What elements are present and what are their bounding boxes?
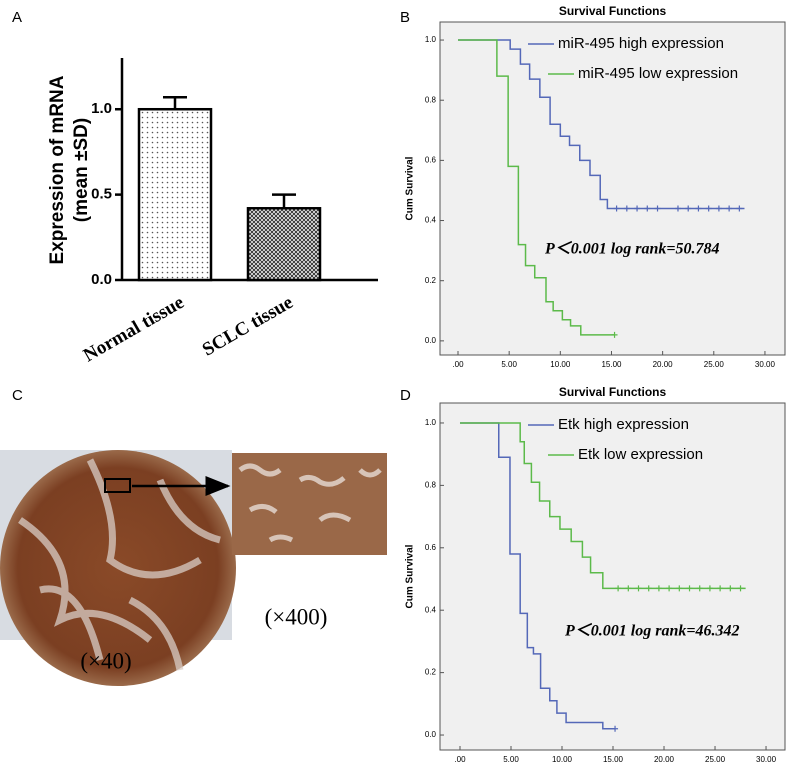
annotation: P＜0.001 log rank=46.342 xyxy=(564,623,739,640)
plot-area xyxy=(439,21,786,356)
x-tick-label: 25.00 xyxy=(705,755,726,764)
y-tick-label: 1.0 xyxy=(425,418,437,427)
censor-mark xyxy=(612,725,619,732)
caption: (×40) xyxy=(80,648,131,673)
caption: (×400) xyxy=(265,604,328,629)
bar xyxy=(246,207,322,282)
censor-mark xyxy=(634,205,641,212)
survival-curve xyxy=(459,422,746,590)
censor-mark xyxy=(726,205,733,212)
x-tick-label: 25.00 xyxy=(704,360,725,369)
y-tick-label: 1.0 xyxy=(425,35,437,44)
survival-curve xyxy=(458,39,745,210)
micrograph-panel: C (×40) (×400) xyxy=(0,387,387,686)
bar xyxy=(137,107,213,282)
censor-mark xyxy=(717,585,724,592)
y-tick-label: 0.0 xyxy=(425,730,437,739)
x-tick-label: 20.00 xyxy=(654,755,675,764)
x-tick-label: 30.00 xyxy=(755,360,776,369)
y-tick-label: 0.8 xyxy=(425,95,437,104)
y-axis-label: Cum Survival xyxy=(405,544,416,608)
annotation: P＜0.001 log rank=50.784 xyxy=(544,241,719,258)
y-tick-label: 1.0 xyxy=(91,100,112,117)
panel-label: C xyxy=(12,387,23,404)
y-tick-label: 0.4 xyxy=(425,605,437,614)
y-tick-label: 0.2 xyxy=(425,276,437,285)
censor-mark xyxy=(715,205,722,212)
censor-mark xyxy=(654,205,661,212)
y-tick-label: 0.0 xyxy=(425,336,437,345)
censor-mark xyxy=(736,205,743,212)
censor-mark xyxy=(623,205,630,212)
censor-mark xyxy=(644,205,651,212)
y-axis-label: Cum Survival xyxy=(405,156,416,220)
censor-mark xyxy=(635,585,642,592)
x-tick-label: 5.00 xyxy=(503,755,519,764)
y-axis-label: (mean ±SD) xyxy=(71,118,92,222)
y-axis-label: Expression of mRNA xyxy=(47,75,68,264)
censor-mark xyxy=(613,205,620,212)
chart-title: Survival Functions xyxy=(559,4,667,18)
censor-mark xyxy=(705,205,712,212)
zoom-box xyxy=(104,478,131,493)
censor-mark xyxy=(666,585,673,592)
censor-mark xyxy=(727,585,734,592)
censor-mark xyxy=(686,585,693,592)
x-tick-label: SCLC tissue xyxy=(199,292,297,361)
plot-area xyxy=(439,402,786,751)
censor-mark xyxy=(615,585,622,592)
legend-label: miR-495 high expression xyxy=(558,35,724,52)
y-tick-label: 0.4 xyxy=(425,216,437,225)
y-tick-label: 0.8 xyxy=(425,480,437,489)
x-tick-label: 15.00 xyxy=(601,360,622,369)
legend-label: Etk low expression xyxy=(578,446,703,463)
x-tick-label: .00 xyxy=(452,360,464,369)
x-tick-label: 20.00 xyxy=(653,360,674,369)
chart-title: Survival Functions xyxy=(559,385,667,399)
censor-mark xyxy=(625,585,632,592)
x-tick-label: 30.00 xyxy=(756,755,777,764)
survival-curve xyxy=(459,422,616,730)
x-tick-label: Normal tissue xyxy=(80,292,188,366)
panel-label: B xyxy=(400,9,410,26)
legend-label: miR-495 low expression xyxy=(578,65,738,82)
censor-mark xyxy=(645,585,652,592)
y-tick-label: 0.6 xyxy=(425,155,437,164)
x-tick-label: 10.00 xyxy=(550,360,571,369)
y-tick-label: 0.5 xyxy=(91,186,112,203)
censor-mark xyxy=(696,585,703,592)
x-tick-label: 10.00 xyxy=(552,755,573,764)
y-tick-label: 0.2 xyxy=(425,668,437,677)
y-tick-label: 0.0 xyxy=(91,271,112,288)
censor-mark xyxy=(674,205,681,212)
panel-label: D xyxy=(400,387,411,404)
y-tick-label: 0.6 xyxy=(425,543,437,552)
x-tick-label: .00 xyxy=(454,755,466,764)
censor-mark xyxy=(695,205,702,212)
x-tick-label: 15.00 xyxy=(603,755,624,764)
censor-mark xyxy=(706,585,713,592)
survival-curve xyxy=(458,39,615,336)
panel-label: A xyxy=(12,9,22,26)
censor-mark xyxy=(611,331,618,338)
x-tick-label: 5.00 xyxy=(501,360,517,369)
censor-mark xyxy=(676,585,683,592)
censor-mark xyxy=(655,585,662,592)
censor-mark xyxy=(685,205,692,212)
legend-label: Etk high expression xyxy=(558,416,689,433)
censor-mark xyxy=(737,585,744,592)
